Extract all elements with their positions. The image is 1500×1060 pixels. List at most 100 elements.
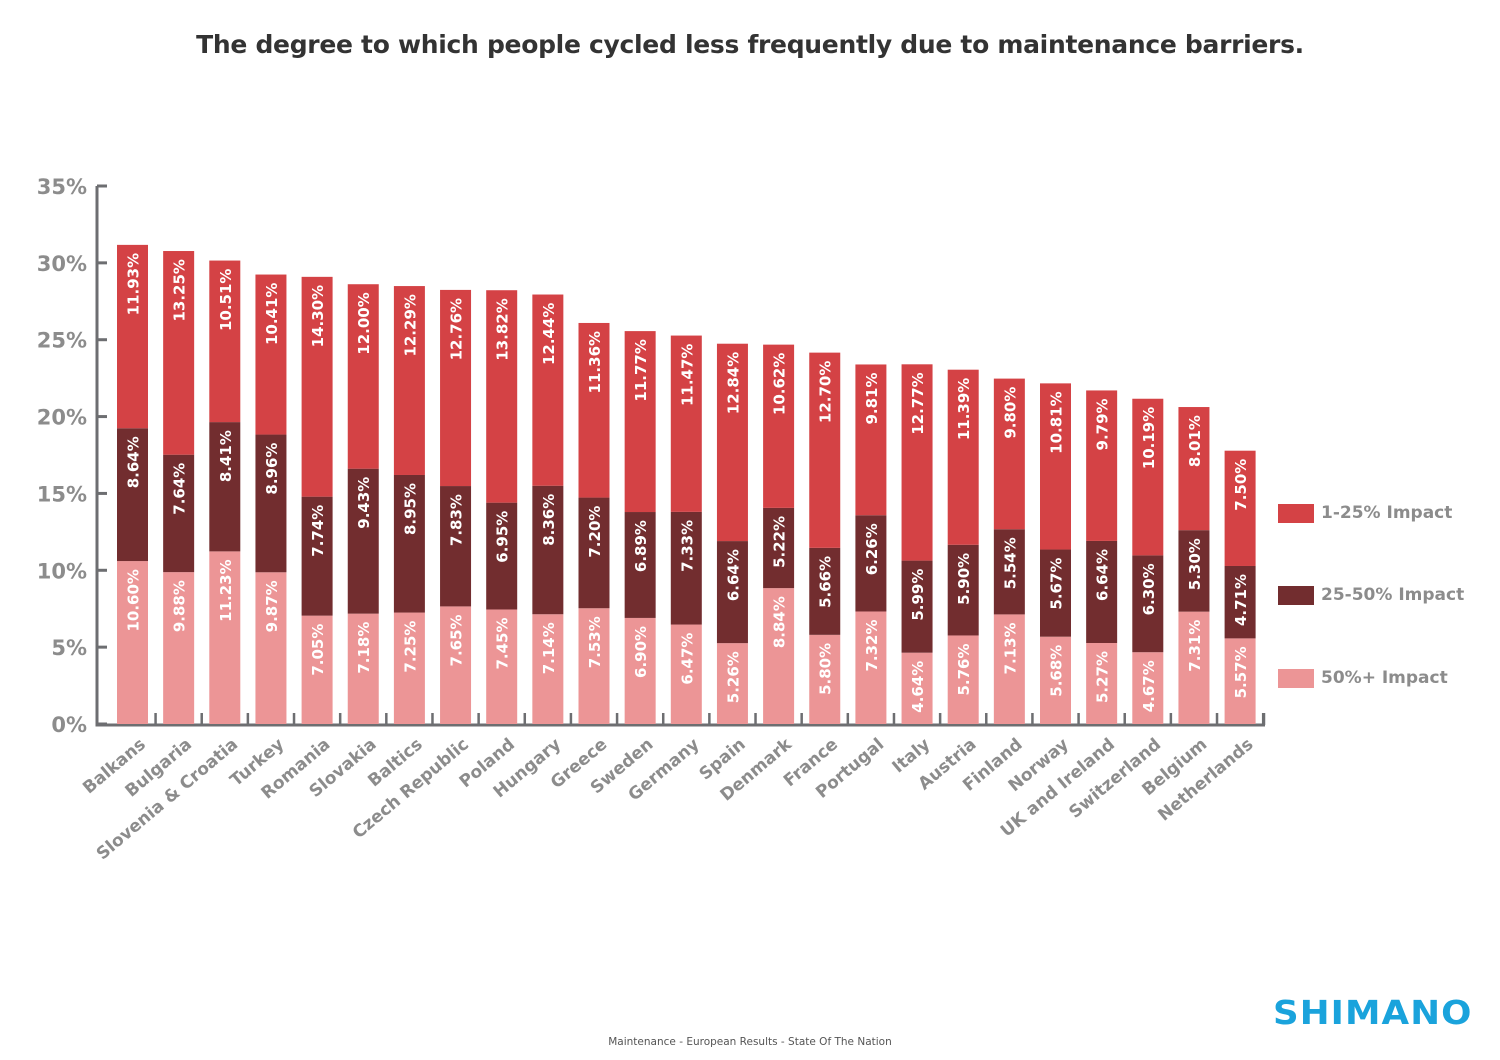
value-label: 8.84% [771, 596, 789, 648]
value-label: 7.14% [540, 622, 558, 674]
value-label: 7.25% [401, 621, 419, 673]
bar-segment [1040, 549, 1071, 637]
value-label: 10.51% [217, 269, 235, 331]
bar-segment [532, 294, 564, 486]
bar-stack [947, 369, 979, 724]
value-label: 7.32% [863, 619, 881, 671]
bar-segment [1086, 540, 1118, 643]
value-label: 5.76% [955, 643, 973, 695]
bar-segment [855, 364, 887, 516]
y-tick-label: 15% [37, 482, 87, 506]
bar-stack [440, 289, 472, 724]
bar-stack [1132, 398, 1164, 724]
bar-segment [578, 497, 610, 609]
value-label: 8.96% [263, 443, 281, 495]
bar-segment [624, 331, 656, 513]
value-label: 5.99% [909, 569, 927, 621]
bar-stack [901, 364, 933, 724]
y-tick-label: 25% [37, 329, 87, 353]
bar-segment [1132, 652, 1164, 724]
bar-segment [624, 617, 656, 724]
value-label: 7.05% [309, 624, 327, 676]
value-label: 11.93% [125, 253, 143, 315]
value-label: 5.22% [771, 516, 789, 568]
value-label: 9.43% [355, 477, 373, 529]
bar-stack [209, 260, 241, 724]
bar-stack [1040, 383, 1071, 724]
value-label: 12.77% [909, 372, 927, 434]
shimano-logo: SHIMANO [1273, 993, 1473, 1032]
bar-segment [1224, 450, 1256, 566]
bars-group [117, 244, 1256, 724]
bar-stack [1086, 390, 1118, 724]
bar-stack [809, 352, 841, 724]
bar-segment [163, 572, 195, 724]
y-tick-label: 10% [37, 559, 87, 583]
value-label: 7.33% [678, 520, 696, 572]
value-label: 6.30% [1140, 563, 1158, 615]
bar-segment [670, 624, 702, 724]
value-label: 8.95% [401, 483, 419, 535]
value-label: 6.64% [724, 549, 742, 601]
bar-segment [393, 612, 425, 724]
value-label: 6.90% [632, 626, 650, 678]
value-label: 9.87% [263, 580, 281, 632]
value-label: 9.79% [1094, 398, 1112, 450]
legend-label: 50%+ Impact [1321, 668, 1448, 688]
bar-stack [716, 343, 748, 724]
bar-segment [1178, 530, 1210, 612]
value-label: 5.57% [1232, 646, 1250, 698]
bar-segment [1086, 390, 1118, 541]
value-labels-group: 10.60% 8.64% 11.93% 9.88% 7.64% 13.25% 11.23% 8… [125, 253, 1251, 713]
value-label: 6.26% [863, 523, 881, 575]
value-label: 11.39% [955, 378, 973, 440]
bar-segment [440, 289, 472, 487]
value-label: 12.44% [540, 303, 558, 365]
bar-segment [117, 428, 148, 562]
bar-stack [993, 378, 1025, 724]
bar-segment [763, 588, 795, 724]
bar-segment [947, 544, 979, 636]
value-label: 12.00% [355, 292, 373, 354]
bar-stack [578, 322, 610, 724]
bar-segment [1086, 642, 1118, 724]
value-label: 10.41% [263, 283, 281, 345]
bar-segment [301, 276, 333, 497]
bar-segment [901, 560, 933, 653]
value-label: 5.27% [1094, 651, 1112, 703]
bar-segment [440, 606, 472, 724]
bar-stack [486, 290, 518, 724]
value-label: 7.13% [1001, 622, 1019, 674]
value-label: 9.80% [1001, 387, 1019, 439]
footer-caption: Maintenance - European Results - State O… [608, 1036, 892, 1048]
value-label: 12.84% [724, 352, 742, 414]
bar-stack [763, 344, 795, 724]
value-label: 12.29% [401, 294, 419, 356]
value-label: 14.30% [309, 285, 327, 347]
value-label: 5.80% [817, 643, 835, 695]
bar-segment [763, 344, 795, 508]
value-label: 8.01% [1186, 415, 1204, 467]
bar-segment [1040, 636, 1071, 724]
bar-stack [117, 244, 148, 724]
value-label: 4.71% [1232, 574, 1250, 626]
value-label: 6.95% [494, 511, 512, 563]
bar-stack [1178, 407, 1210, 724]
value-label: 7.53% [586, 616, 604, 668]
bar-segment [855, 611, 887, 724]
value-label: 7.74% [309, 505, 327, 557]
bar-stack [670, 335, 702, 724]
value-label: 11.23% [217, 559, 235, 621]
bar-segment [1178, 407, 1210, 531]
y-tick-label: 30% [37, 252, 87, 276]
value-label: 11.36% [586, 331, 604, 393]
value-label: 7.83% [448, 494, 466, 546]
chart-title: The degree to which people cycled less f… [196, 30, 1304, 59]
bar-segment [255, 572, 287, 724]
value-label: 11.47% [678, 344, 696, 406]
bar-segment [809, 634, 841, 724]
bar-segment [901, 364, 933, 561]
value-label: 5.68% [1048, 645, 1066, 697]
bar-segment [670, 511, 702, 625]
bar-segment [763, 507, 795, 589]
